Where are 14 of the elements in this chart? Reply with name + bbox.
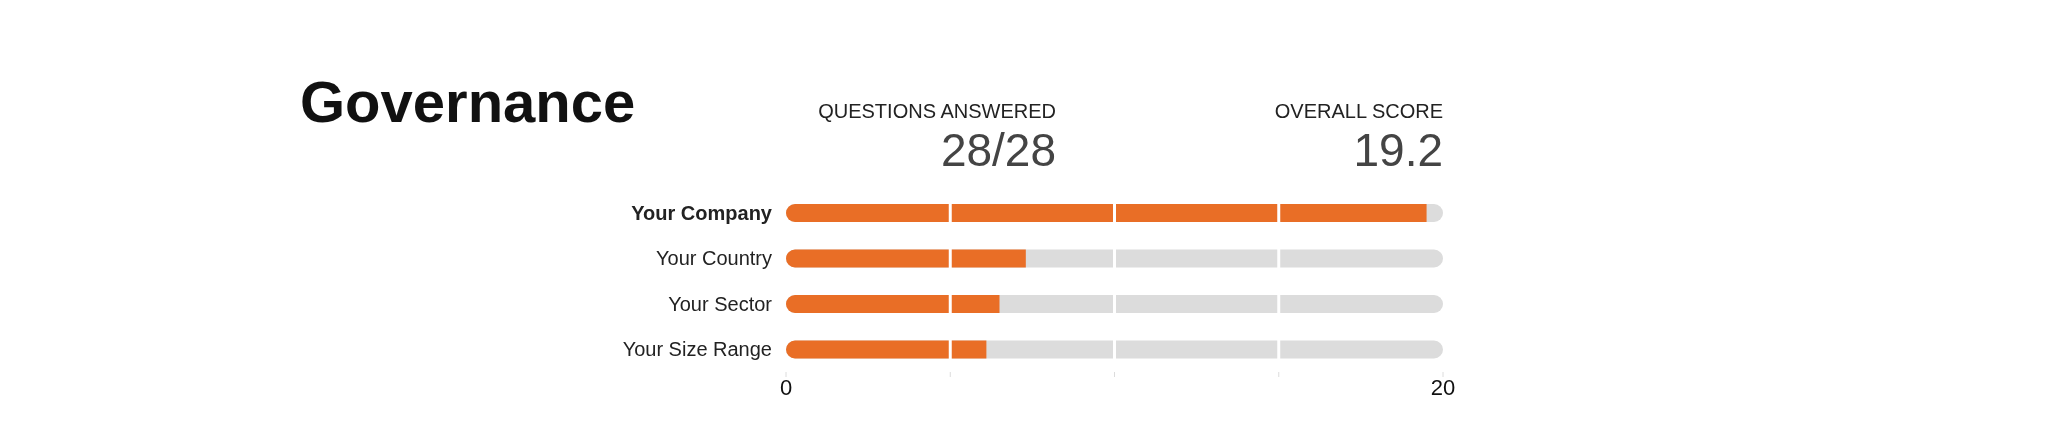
y-tick-label: Your Size Range <box>622 338 772 361</box>
text: OVERALL SCORE <box>1273 100 1443 123</box>
text: QUESTIONS ANSWERED <box>817 100 1056 123</box>
bar <box>786 340 987 359</box>
x-tick-label: 20 <box>1430 374 1456 400</box>
y-tick-label: Your Country <box>656 247 772 270</box>
text: 19.2 <box>1352 123 1443 177</box>
chart-title: Governance <box>300 68 636 135</box>
x-tick-label: 0 <box>779 374 793 400</box>
bar <box>786 295 1000 313</box>
text: 28/28 <box>939 123 1056 177</box>
y-tick-label: Your Company <box>631 201 773 224</box>
y-tick-label: Your Sector <box>668 292 773 315</box>
bar <box>786 204 1427 222</box>
